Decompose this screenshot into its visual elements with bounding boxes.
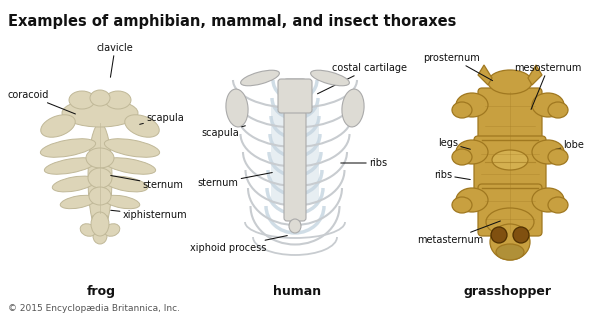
Ellipse shape [241,70,280,86]
Ellipse shape [80,224,96,236]
Ellipse shape [290,167,300,175]
Ellipse shape [40,139,95,157]
Ellipse shape [532,188,564,212]
Text: grasshopper: grasshopper [463,285,551,298]
Ellipse shape [44,158,95,174]
Text: ribs: ribs [341,158,387,168]
FancyBboxPatch shape [284,79,306,221]
Text: lobe: lobe [556,140,584,150]
Ellipse shape [513,227,529,243]
Ellipse shape [290,82,300,90]
Ellipse shape [104,176,148,192]
Text: coracoid: coracoid [7,90,76,114]
Ellipse shape [89,187,111,205]
FancyBboxPatch shape [271,105,319,204]
Polygon shape [528,65,542,85]
Ellipse shape [86,148,114,168]
Text: ribs: ribs [434,170,470,180]
Ellipse shape [290,99,300,107]
Ellipse shape [452,197,472,213]
Ellipse shape [490,224,530,260]
Ellipse shape [488,70,532,94]
Text: prosternum: prosternum [424,53,493,81]
Ellipse shape [226,89,248,127]
Ellipse shape [88,123,112,233]
Ellipse shape [496,244,524,260]
Ellipse shape [456,93,488,117]
FancyBboxPatch shape [478,88,542,144]
Ellipse shape [548,197,568,213]
Ellipse shape [290,201,300,209]
Ellipse shape [290,116,300,124]
Ellipse shape [311,70,349,86]
Ellipse shape [452,102,472,118]
Ellipse shape [125,115,159,137]
Ellipse shape [548,149,568,165]
Ellipse shape [492,150,528,170]
Ellipse shape [452,149,472,165]
Polygon shape [92,216,108,240]
Text: scapula: scapula [201,126,245,138]
Text: costal cartilage: costal cartilage [317,63,407,94]
Text: legs: legs [438,138,470,149]
FancyBboxPatch shape [474,136,546,192]
Ellipse shape [93,228,107,244]
Ellipse shape [90,90,110,106]
Ellipse shape [532,140,564,164]
Polygon shape [478,65,492,85]
Ellipse shape [491,227,507,243]
Ellipse shape [104,224,120,236]
Text: scapula: scapula [140,113,184,124]
Text: metasternum: metasternum [417,221,500,245]
Ellipse shape [105,91,131,109]
Ellipse shape [41,115,75,137]
Ellipse shape [88,168,112,188]
Ellipse shape [104,195,140,209]
Text: mesosternum: mesosternum [514,63,581,109]
Ellipse shape [486,208,534,236]
Text: xiphisternum: xiphisternum [111,210,187,220]
Text: clavicle: clavicle [97,43,133,77]
Ellipse shape [290,184,300,192]
Ellipse shape [548,102,568,118]
Ellipse shape [69,91,95,109]
Ellipse shape [104,139,160,157]
Ellipse shape [532,93,564,117]
Ellipse shape [290,150,300,158]
FancyBboxPatch shape [278,79,312,113]
FancyBboxPatch shape [478,184,542,236]
Text: sternum: sternum [111,175,184,190]
Text: © 2015 Encyclopædia Britannica, Inc.: © 2015 Encyclopædia Britannica, Inc. [8,304,180,313]
Ellipse shape [456,140,488,164]
Ellipse shape [290,218,300,226]
Ellipse shape [456,188,488,212]
Ellipse shape [52,176,95,192]
Text: sternum: sternum [197,172,272,188]
Ellipse shape [289,219,301,233]
Ellipse shape [60,195,96,209]
Text: Examples of amphibian, mammal, and insect thoraxes: Examples of amphibian, mammal, and insec… [8,14,457,29]
Ellipse shape [342,89,364,127]
Text: human: human [273,285,321,298]
Ellipse shape [290,133,300,141]
Text: xiphoid process: xiphoid process [190,236,287,253]
Ellipse shape [62,99,138,127]
Text: frog: frog [86,285,115,298]
Ellipse shape [91,212,109,236]
Ellipse shape [104,158,155,174]
